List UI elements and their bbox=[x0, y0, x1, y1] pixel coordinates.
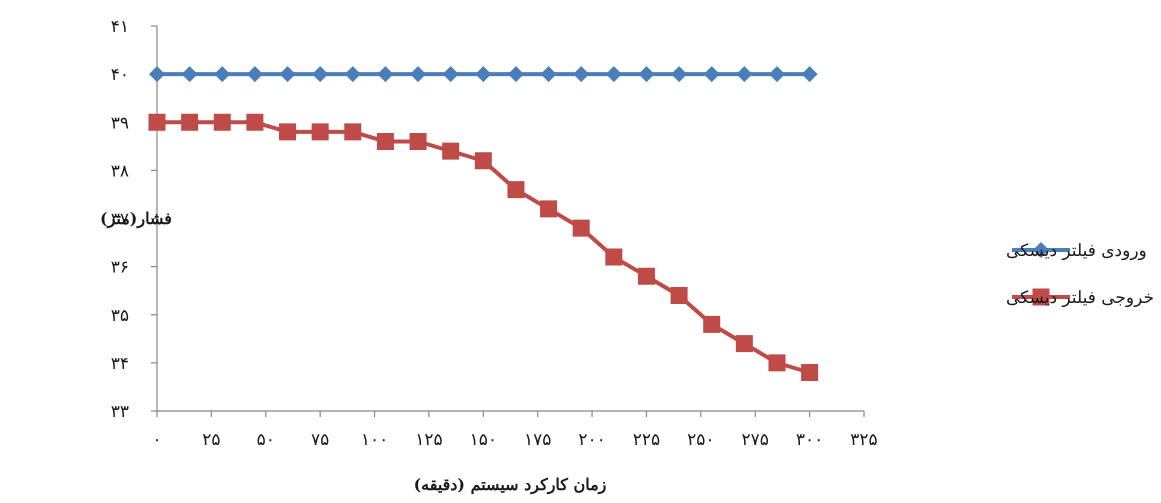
data-point bbox=[638, 66, 655, 83]
data-point bbox=[540, 200, 558, 218]
x-tick-label: ۳۰۰ bbox=[796, 430, 823, 450]
x-tick-label: ۲۰۰ bbox=[578, 430, 605, 450]
data-point bbox=[344, 66, 361, 83]
data-point bbox=[148, 113, 166, 131]
x-tick-label: ۰ bbox=[152, 430, 161, 450]
data-point bbox=[214, 66, 231, 83]
data-point bbox=[377, 66, 394, 83]
x-tick-label: ۲۲۵ bbox=[633, 430, 660, 450]
legend: ورودی فیلتر دیسکی خروجی فیلتر دیسکی bbox=[1006, 241, 1154, 308]
data-point bbox=[736, 66, 753, 83]
data-point bbox=[605, 66, 622, 83]
x-tick-label: ۱۷۵ bbox=[524, 430, 551, 450]
data-point bbox=[181, 66, 198, 83]
data-point bbox=[671, 66, 688, 83]
series-1 bbox=[149, 66, 818, 83]
legend-label: خروجی فیلتر دیسکی bbox=[1006, 288, 1154, 308]
data-point bbox=[703, 315, 721, 333]
data-point bbox=[279, 123, 297, 141]
x-tick-label: ۷۵ bbox=[311, 430, 329, 450]
series-layer bbox=[148, 66, 819, 381]
x-tick-label: ۱۰۰ bbox=[361, 430, 388, 450]
data-point bbox=[442, 66, 459, 83]
data-point bbox=[637, 267, 655, 285]
data-point bbox=[801, 364, 819, 381]
series-2 bbox=[148, 113, 819, 381]
y-tick-label: ۳۳ bbox=[111, 402, 129, 422]
legend-label: ورودی فیلتر دیسکی bbox=[1006, 241, 1147, 261]
data-point bbox=[311, 123, 329, 141]
data-point bbox=[507, 66, 524, 83]
data-point bbox=[376, 133, 394, 150]
data-point bbox=[572, 219, 590, 237]
data-point bbox=[246, 113, 264, 131]
data-point bbox=[344, 123, 362, 141]
y-tick-label: ۴۱ bbox=[111, 17, 129, 37]
y-tick-label: ۳۵ bbox=[111, 306, 129, 326]
data-point bbox=[768, 354, 786, 372]
x-tick-label: ۲۷۵ bbox=[742, 430, 769, 450]
data-point bbox=[410, 66, 427, 83]
data-point bbox=[703, 66, 720, 83]
data-point bbox=[181, 113, 199, 131]
data-point bbox=[213, 113, 231, 131]
y-tick-label: ۴۰ bbox=[111, 65, 129, 85]
y-tick-label: ۳۸ bbox=[111, 161, 129, 181]
x-tick-label: ۲۵ bbox=[202, 430, 220, 450]
data-point bbox=[246, 66, 263, 83]
data-point bbox=[801, 66, 818, 83]
data-point bbox=[670, 287, 688, 304]
y-tick-label: ۳۴ bbox=[111, 354, 129, 374]
data-point bbox=[1032, 288, 1050, 306]
data-point bbox=[735, 335, 753, 353]
x-tick-label: ۳۲۵ bbox=[850, 430, 877, 450]
data-point bbox=[442, 142, 460, 160]
data-point bbox=[1033, 242, 1049, 258]
data-point bbox=[605, 248, 623, 266]
x-tick-label: ۲۵۰ bbox=[687, 430, 714, 450]
y-tick-label: ۳۶ bbox=[111, 258, 129, 278]
x-axis-title: زمان کارکرد سیستم (دقیقه) bbox=[414, 475, 607, 495]
data-point bbox=[768, 66, 785, 83]
y-tick-label: ۳۷ bbox=[111, 210, 129, 230]
x-tick-label: ۱۲۵ bbox=[415, 430, 442, 450]
data-point bbox=[474, 152, 492, 170]
legend-item-2: خروجی فیلتر دیسکی bbox=[1006, 288, 1154, 308]
data-point bbox=[149, 66, 165, 83]
data-point bbox=[540, 66, 557, 83]
data-point bbox=[279, 66, 296, 83]
data-point bbox=[573, 66, 590, 83]
data-point bbox=[507, 181, 525, 199]
data-point bbox=[475, 66, 492, 83]
data-point bbox=[409, 133, 427, 150]
y-tick-label: ۳۹ bbox=[111, 113, 129, 133]
x-tick-label: ۵۰ bbox=[257, 430, 275, 450]
x-tick-label: ۱۵۰ bbox=[470, 430, 497, 450]
y-axis-title: فشار(متر) bbox=[100, 209, 172, 229]
legend-item-1: ورودی فیلتر دیسکی bbox=[1006, 241, 1147, 261]
data-point bbox=[312, 66, 329, 83]
ticks: ۳۳ ۳۴ ۳۵ ۳۶ ۳۷ ۳۸ ۳۹ ۴۰ ۴۱ ۰ ۲۵ ۵۰ ۷۵ ۱۰۰ ۱۲۵ ۱۵۰ ۱۷۵ ۲۰۰… bbox=[111, 17, 878, 450]
